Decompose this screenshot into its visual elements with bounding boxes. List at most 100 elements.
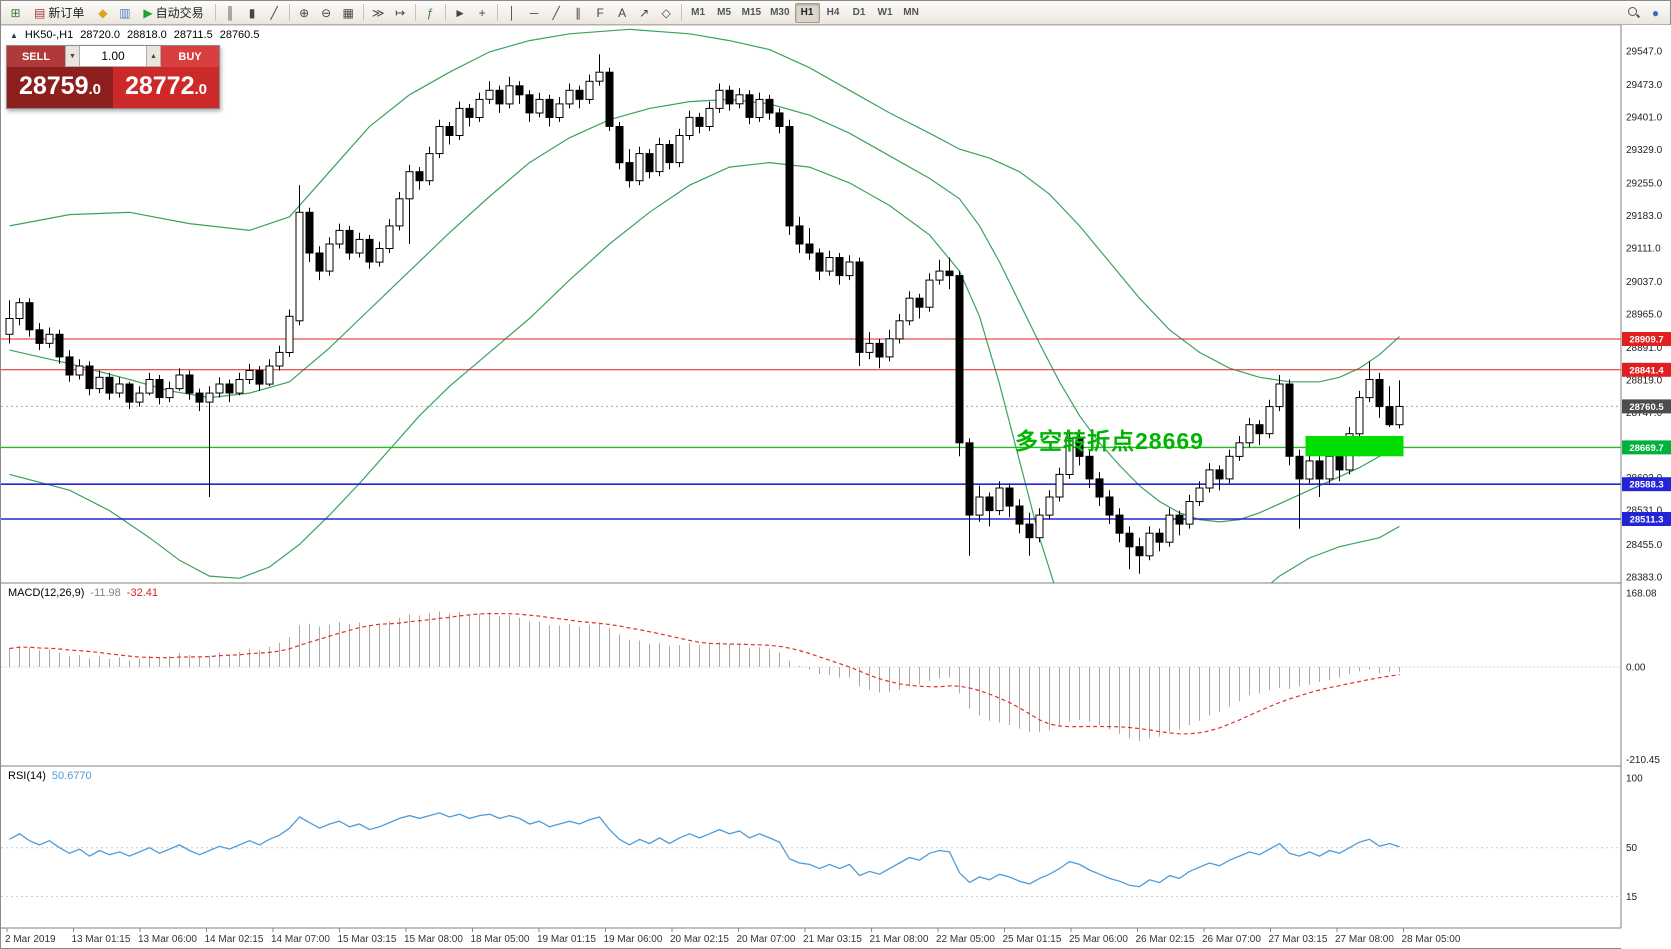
time-label: 15 Mar 03:15 [338,934,397,945]
sell-button[interactable]: SELL [7,46,65,67]
main-chart-panel[interactable] [1,28,1621,687]
rsi-tick-label: 100 [1626,774,1643,785]
tile-windows-button[interactable]: ▦ [338,3,359,23]
time-label: 14 Mar 02:15 [205,934,264,945]
main-toolbar: ⊞ ▤ 新订单 ◆ ▥ ▶ 自动交易 ║ ▮ ╱ ⊕ ⊖ ▦ ≫ ↦ ƒ ► + │ ─ ╱ ∥ F A ↗ ◇ M1 M5 M15 M3… [1,1,1670,25]
arrows-button[interactable]: ↗ [634,3,655,23]
timeframe-m5-button[interactable]: M5 [712,3,737,23]
price-tag-label: 28760.5 [1629,402,1664,413]
shapes-button[interactable]: ◇ [656,3,677,23]
sell-price-decimal: .0 [88,81,102,98]
sell-price: 28759 [18,72,89,100]
timeframe-w1-button[interactable]: W1 [873,3,898,23]
auto-scroll-button[interactable]: ≫ [368,3,389,23]
price-tick-label: 28383.0 [1626,573,1663,584]
new-order-button[interactable]: ▤ 新订单 [27,3,91,23]
price-tick-label: 28747.0 [1626,408,1663,419]
buy-price-button[interactable]: 28772 .0 [113,67,219,108]
macd-name: MACD(12,26,9) [8,587,85,599]
autotrade-icon: ▶ [143,5,153,20]
candles [5,54,1404,574]
time-label: 13 Mar 01:15 [72,934,131,945]
time-axis[interactable]: 2 Mar 2019 13 Mar 01:15 13 Mar 06:00 14 Mar… [5,928,1461,945]
market-watch-icon: ▥ [119,5,131,20]
indicators-icon: ƒ [426,5,434,20]
bar-chart-button[interactable]: ║ [220,3,241,23]
crosshair-button[interactable]: + [472,3,493,23]
buy-button[interactable]: BUY [161,46,219,67]
volume-down-button[interactable]: ▼ [65,46,80,67]
equidistant-channel-button[interactable]: ∥ [568,3,589,23]
price-tick-label: 28891.0 [1626,343,1663,354]
timeframe-m30-button[interactable]: M30 [766,3,793,23]
rsi-panel[interactable] [1,812,1621,897]
vertical-line-icon: │ [508,5,516,20]
time-label: 21 Mar 08:00 [870,934,929,945]
timeframe-h1-button[interactable]: H1 [794,2,820,23]
time-label: 28 Mar 05:00 [1402,934,1461,945]
trendline-button[interactable]: ╱ [546,3,567,23]
indicators-button[interactable]: ƒ [420,3,441,23]
equidistant-channel-icon: ∥ [575,5,582,20]
mql5-community-button[interactable]: ● [1645,3,1666,23]
toolbar-separator [680,4,682,21]
candlestick-chart-button[interactable]: ▮ [242,3,263,23]
price-tick-label: 28531.0 [1626,506,1663,517]
price-tag-28669.7 [1622,440,1671,455]
line-chart-button[interactable]: ╱ [264,3,285,23]
price-tick-label: 29183.0 [1626,211,1663,222]
bollinger-lower-band [9,161,1400,583]
favorites-button[interactable]: ◆ [92,3,113,23]
price-tag-28909.7 [1622,332,1671,346]
macd-panel[interactable] [1,611,1621,742]
price-tick-label: 29111.0 [1626,244,1661,255]
fibonacci-icon: F [596,5,604,20]
new-chart-button[interactable]: ⊞ [5,3,26,23]
trendline-icon: ╱ [552,5,560,20]
volume-input[interactable]: 1.00 [80,46,146,67]
chart-shift-button[interactable]: ↦ [390,3,411,23]
timeframe-h4-button[interactable]: H4 [821,3,846,23]
line-chart-icon: ╱ [270,5,278,20]
volume-up-button[interactable]: ▲ [146,46,161,67]
search-icon [1627,6,1640,19]
time-label: 13 Mar 06:00 [138,934,197,945]
time-label: 20 Mar 02:15 [670,934,729,945]
market-watch-button[interactable]: ▥ [114,3,135,23]
time-label: 18 Mar 05:00 [471,934,530,945]
horizontal-line-button[interactable]: ─ [524,3,545,23]
search-button[interactable] [1623,3,1644,23]
new-order-label: 新订单 [48,6,85,20]
timeframe-d1-button[interactable]: D1 [847,3,872,23]
fibonacci-button[interactable]: F [590,3,611,23]
time-label: 19 Mar 06:00 [604,934,663,945]
mql5-community-icon: ● [1651,5,1660,20]
one-click-collapse-icon[interactable]: ▲ [10,30,18,40]
zoom-out-button[interactable]: ⊖ [316,3,337,23]
timeframe-mn-button[interactable]: MN [899,3,924,23]
text-label-button[interactable]: A [612,3,633,23]
cursor-button[interactable]: ► [450,3,471,23]
toolbar-separator [496,4,498,21]
timeframe-m15-button[interactable]: M15 [738,3,765,23]
new-order-icon: ▤ [34,5,46,20]
vertical-line-button[interactable]: │ [502,3,523,23]
auto-scroll-icon: ≫ [371,5,385,20]
favorites-icon: ◆ [98,5,108,20]
price-tick-label: 28819.0 [1626,376,1663,387]
sell-price-button[interactable]: 28759 .0 [7,67,113,108]
annotation-text[interactable]: 多空转折点28669 [1015,428,1204,454]
zoom-in-button[interactable]: ⊕ [294,3,315,23]
highlight-zone-rect[interactable] [1305,436,1404,457]
time-label: 22 Mar 05:00 [936,934,995,945]
price-tick-label: 29255.0 [1626,178,1663,189]
toolbar-separator [214,4,216,21]
rsi-tick-label: 50 [1626,843,1638,854]
toolbar-separator [414,4,416,21]
price-tick-label: 28455.0 [1626,540,1663,551]
timeframe-m1-button[interactable]: M1 [686,3,711,23]
ohlc-high: 28818.0 [126,29,167,41]
autotrade-button[interactable]: ▶ 自动交易 [136,3,210,23]
